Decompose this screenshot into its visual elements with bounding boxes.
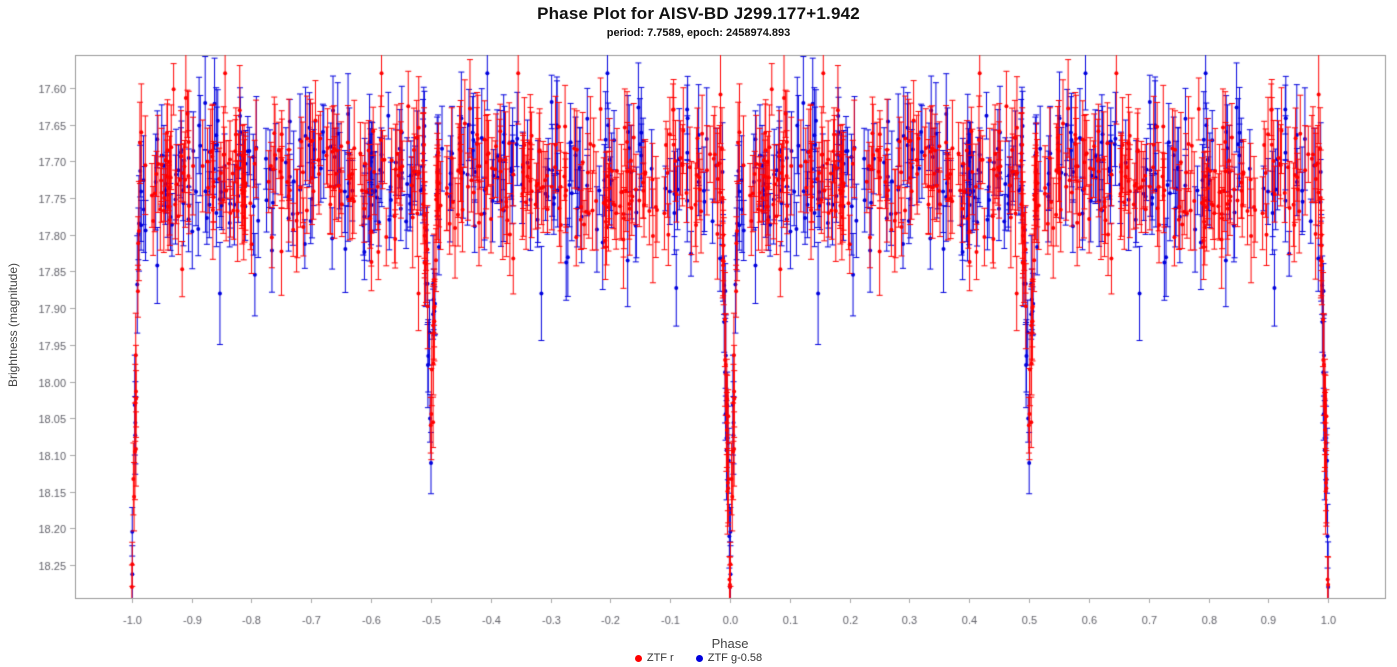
legend-label-ztf-r: ZTF r (646, 652, 674, 664)
legend: ZTF r ZTF g-0.58 (0, 652, 1397, 664)
ztf-r-marker-icon (634, 654, 642, 662)
y-axis-label: Brightness (magnitude) (6, 262, 20, 388)
x-axis-label: Phase (711, 636, 749, 651)
legend-label-ztf-g: ZTF g-0.58 (707, 652, 763, 664)
legend-item-ztf-r: ZTF r (634, 652, 674, 664)
ztf-g-marker-icon (695, 654, 703, 662)
legend-item-ztf-g: ZTF g-0.58 (695, 652, 763, 664)
